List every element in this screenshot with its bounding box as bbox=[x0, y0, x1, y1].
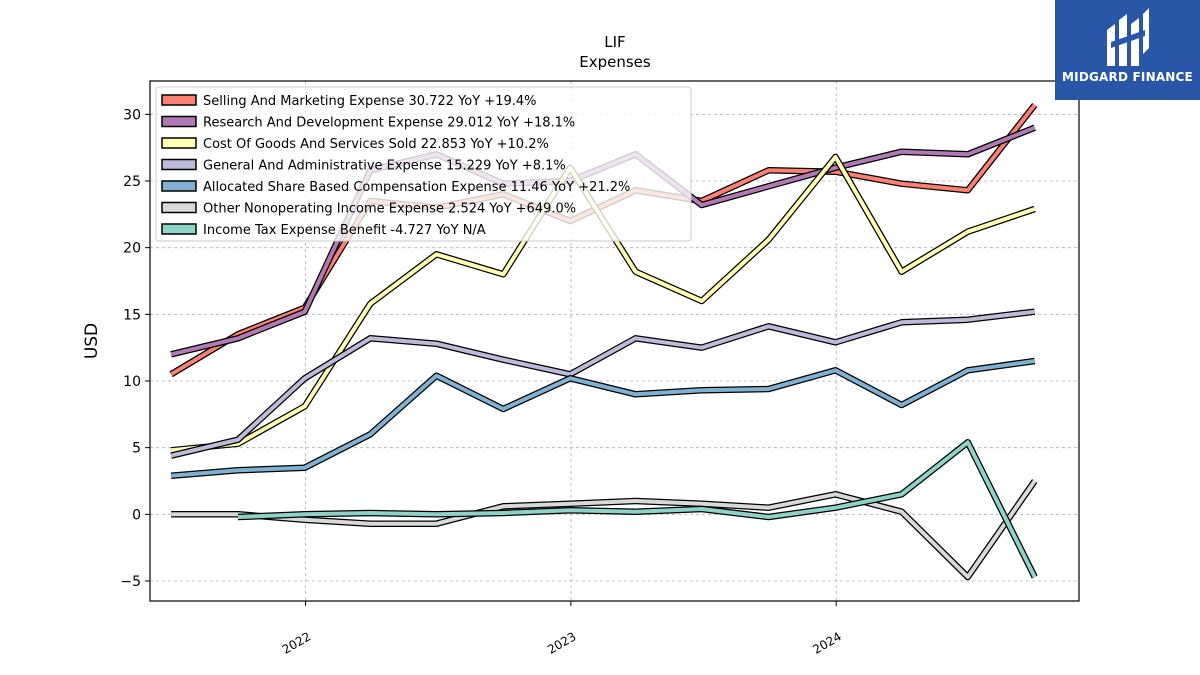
chart-title: LIF bbox=[604, 33, 625, 51]
legend-swatch bbox=[161, 180, 197, 192]
plot-frame bbox=[149, 80, 1080, 602]
series-line bbox=[237, 440, 1037, 578]
brand-name: MIDGARD FINANCE bbox=[1062, 70, 1193, 84]
x-tick-label: 2024 bbox=[810, 629, 843, 656]
legend-entry: Research And Development Expense 29.012 … bbox=[203, 116, 575, 131]
series-line-outline bbox=[237, 439, 1038, 579]
legend-swatch bbox=[161, 201, 197, 214]
series-income-tax-expense-benefit bbox=[237, 439, 1038, 579]
y-tick-label: −5 bbox=[120, 574, 141, 590]
legend-swatch bbox=[161, 94, 197, 106]
legend: Selling And Marketing Expense 30.722 YoY… bbox=[155, 86, 692, 242]
legend-swatch bbox=[161, 115, 197, 128]
series-allocated-share-based-compensation-expense bbox=[170, 357, 1036, 479]
legend-swatch bbox=[161, 158, 197, 171]
series-general-and-administrative-expense bbox=[170, 308, 1036, 459]
legend-entry: General And Administrative Expense 15.22… bbox=[203, 159, 566, 174]
legend-entry: Selling And Marketing Expense 30.722 YoY… bbox=[203, 94, 537, 109]
legend-entry: Cost Of Goods And Services Sold 22.853 Y… bbox=[203, 137, 549, 152]
legend-entry: Other Nonoperating Income Expense 2.524 … bbox=[203, 202, 576, 217]
x-axis-ticks: 2022 2023 2024 bbox=[280, 601, 844, 657]
y-tick-label: 20 bbox=[123, 241, 141, 257]
y-tick-label: 0 bbox=[132, 507, 141, 523]
y-tick-label: 10 bbox=[123, 374, 141, 390]
series-line bbox=[170, 359, 1035, 478]
legend-swatch bbox=[161, 223, 197, 235]
y-tick-label: 30 bbox=[123, 107, 141, 123]
brand-logo: MIDGARD FINANCE bbox=[1055, 0, 1200, 100]
series-line bbox=[171, 479, 1037, 579]
y-tick-label: 25 bbox=[123, 174, 141, 190]
brand-mark-icon bbox=[1107, 8, 1149, 66]
x-tick-label: 2023 bbox=[545, 629, 578, 656]
legend-box bbox=[155, 86, 692, 242]
legend-swatch bbox=[161, 137, 197, 149]
series-line bbox=[170, 309, 1035, 458]
y-tick-label: 15 bbox=[123, 307, 141, 323]
series-other-nonoperating-income-expense bbox=[171, 479, 1038, 581]
y-axis-ticks: −5 0 5 10 15 20 25 30 bbox=[120, 107, 150, 590]
chart-subtitle: Expenses bbox=[579, 53, 651, 71]
y-axis-label: USD bbox=[82, 323, 102, 359]
x-tick-label: 2022 bbox=[280, 629, 313, 656]
legend-entry: Allocated Share Based Compensation Expen… bbox=[203, 180, 630, 195]
y-tick-label: 5 bbox=[132, 441, 141, 457]
legend-entry: Income Tax Expense Benefit -4.727 YoY N/… bbox=[203, 223, 486, 238]
